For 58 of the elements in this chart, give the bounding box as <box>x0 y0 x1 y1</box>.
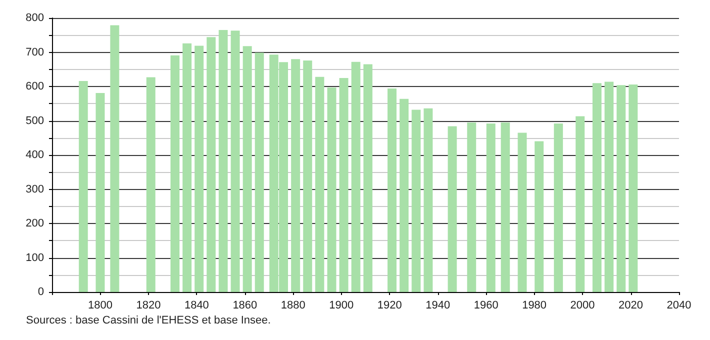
bar <box>146 77 156 292</box>
x-tick-label: 1820 <box>136 300 161 312</box>
bar <box>486 123 496 292</box>
x-tick-label: 2020 <box>618 300 644 312</box>
bar <box>592 83 602 292</box>
bar <box>170 55 180 292</box>
x-tick-label: 1800 <box>88 300 112 312</box>
bar <box>96 93 105 292</box>
x-tick-label: 2040 <box>666 300 692 312</box>
y-tick-label: 200 <box>26 218 44 230</box>
source-note: Sources : base Cassini de l'EHESS et base Insee. <box>26 314 271 326</box>
bar <box>327 88 336 292</box>
bar <box>400 98 409 292</box>
bar <box>448 126 457 292</box>
bar <box>194 46 204 292</box>
x-tick-label: 1860 <box>232 300 258 312</box>
bar <box>315 76 324 292</box>
x-tick-label: 1840 <box>184 300 209 312</box>
x-tick-label: 1920 <box>377 300 402 312</box>
y-tick-label: 100 <box>26 252 44 264</box>
bar <box>303 60 312 292</box>
bar <box>206 37 216 292</box>
x-tick-label: 2000 <box>570 300 595 312</box>
y-tick-label: 400 <box>26 149 44 161</box>
x-tick-label: 1980 <box>522 300 547 312</box>
x-tick-label: 1880 <box>280 300 306 312</box>
bar <box>242 46 252 292</box>
bar <box>467 122 476 292</box>
bar <box>182 43 192 292</box>
bar <box>554 123 563 292</box>
x-tick-label: 1940 <box>426 300 450 312</box>
bar <box>388 88 397 292</box>
bar <box>616 85 626 292</box>
bar <box>424 108 433 292</box>
y-tick-label: 500 <box>26 114 44 127</box>
bar <box>628 84 638 292</box>
y-tick-label: 800 <box>26 12 44 24</box>
bar <box>339 78 348 292</box>
y-tick-label: 0 <box>38 286 44 298</box>
bar <box>500 122 510 292</box>
bar <box>518 132 527 292</box>
bar <box>412 110 421 292</box>
bar <box>534 141 544 292</box>
y-tick-label: 700 <box>26 46 44 58</box>
bar <box>604 82 614 292</box>
bar <box>78 81 88 292</box>
bar <box>363 64 372 292</box>
y-tick-label: 300 <box>26 183 44 196</box>
bar <box>254 52 264 292</box>
x-tick-label: 1900 <box>329 300 354 312</box>
y-tick-label: 600 <box>26 80 44 92</box>
bar <box>110 25 120 292</box>
bar <box>576 116 585 292</box>
bar <box>230 30 240 292</box>
bar <box>351 62 360 292</box>
bar <box>291 59 300 292</box>
bar <box>218 30 228 292</box>
x-tick-label: 1960 <box>474 300 498 312</box>
